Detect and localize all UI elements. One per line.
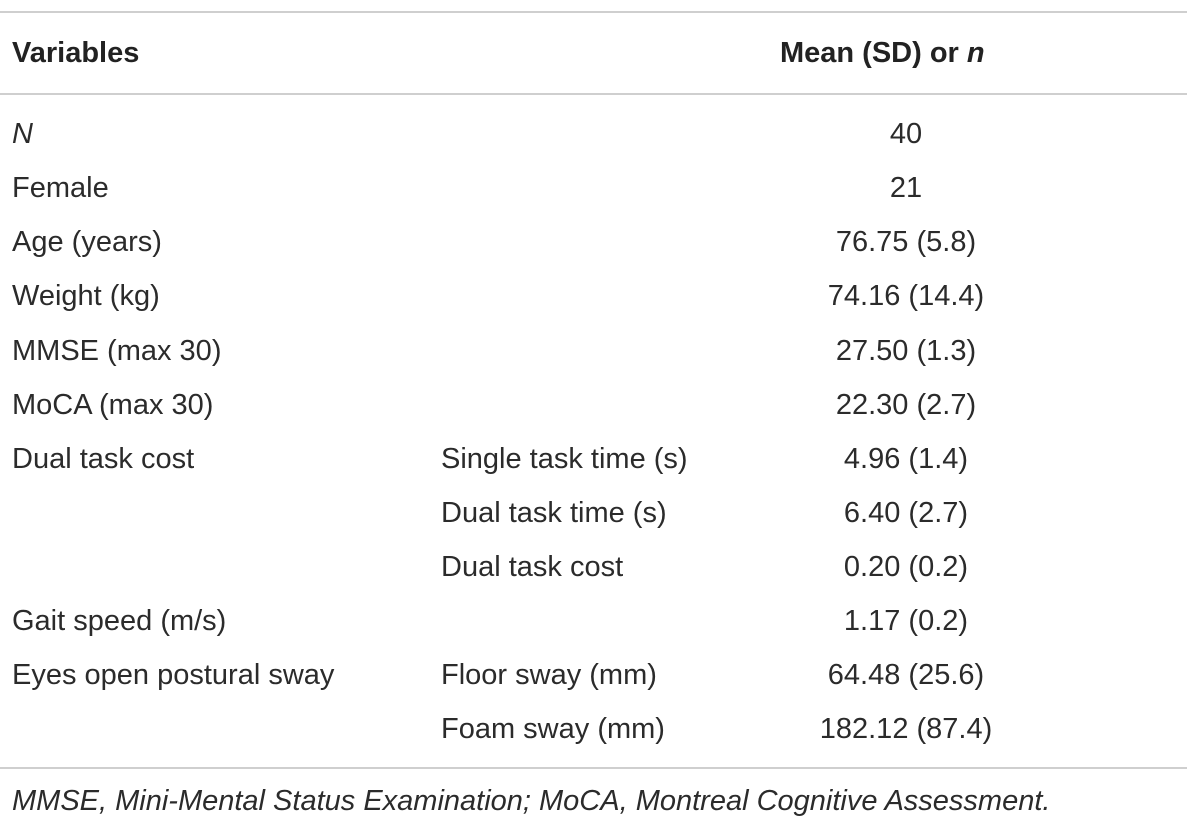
row-value-text: 4.96 (1.4) — [843, 443, 969, 475]
row-variable-moca: MoCA (max 30) — [12, 389, 214, 421]
row-subvariable-dual-task-time: Dual task time (s) — [441, 497, 667, 529]
row-value-text: 64.48 (25.6) — [827, 659, 985, 691]
row-subvariable-foam-sway: Foam sway (mm) — [441, 713, 665, 745]
row-variable-weight: Weight (kg) — [12, 280, 160, 312]
row-value-text: 21 — [889, 172, 923, 204]
row-subvariable-dual-task-cost: Dual task cost — [441, 551, 624, 583]
row-variable-mmse: MMSE (max 30) — [12, 335, 222, 367]
row-value-text: 74.16 (14.4) — [827, 280, 985, 312]
row-variable-dual-task-cost: Dual task cost — [12, 443, 195, 475]
row-variable-eyes-open-postural-sway: Eyes open postural sway — [12, 659, 335, 691]
row-variable-female: Female — [12, 172, 109, 204]
row-variable-n: N — [12, 118, 33, 150]
row-value-text: 6.40 (2.7) — [843, 497, 969, 529]
row-subvariable-floor-sway: Floor sway (mm) — [441, 659, 657, 691]
row-value-text: 76.75 (5.8) — [835, 226, 977, 258]
row-value-text: 0.20 (0.2) — [843, 551, 969, 583]
row-subvariable-single-task-time: Single task time (s) — [441, 443, 688, 475]
row-value-text: 22.30 (2.7) — [835, 389, 977, 421]
table-top-rule — [0, 11, 1187, 13]
table-header-rule — [0, 93, 1187, 95]
row-value-text: 27.50 (1.3) — [835, 335, 977, 367]
header-variables: Variables — [12, 37, 140, 69]
row-variable-gait-speed: Gait speed (m/s) — [12, 605, 227, 637]
row-value-text: 40 — [889, 118, 923, 150]
header-mean-label: Mean (SD) or — [780, 37, 967, 69]
row-value-text: 1.17 (0.2) — [843, 605, 969, 637]
header-mean-sd-or-n: Mean (SD) or n — [780, 36, 985, 70]
table-footnote: MMSE, Mini-Mental Status Examination; Mo… — [12, 785, 1051, 817]
row-value-text: 182.12 (87.4) — [819, 713, 993, 745]
row-variable-age: Age (years) — [12, 226, 162, 258]
table-bottom-rule — [0, 767, 1187, 769]
header-n-label: n — [966, 37, 985, 69]
